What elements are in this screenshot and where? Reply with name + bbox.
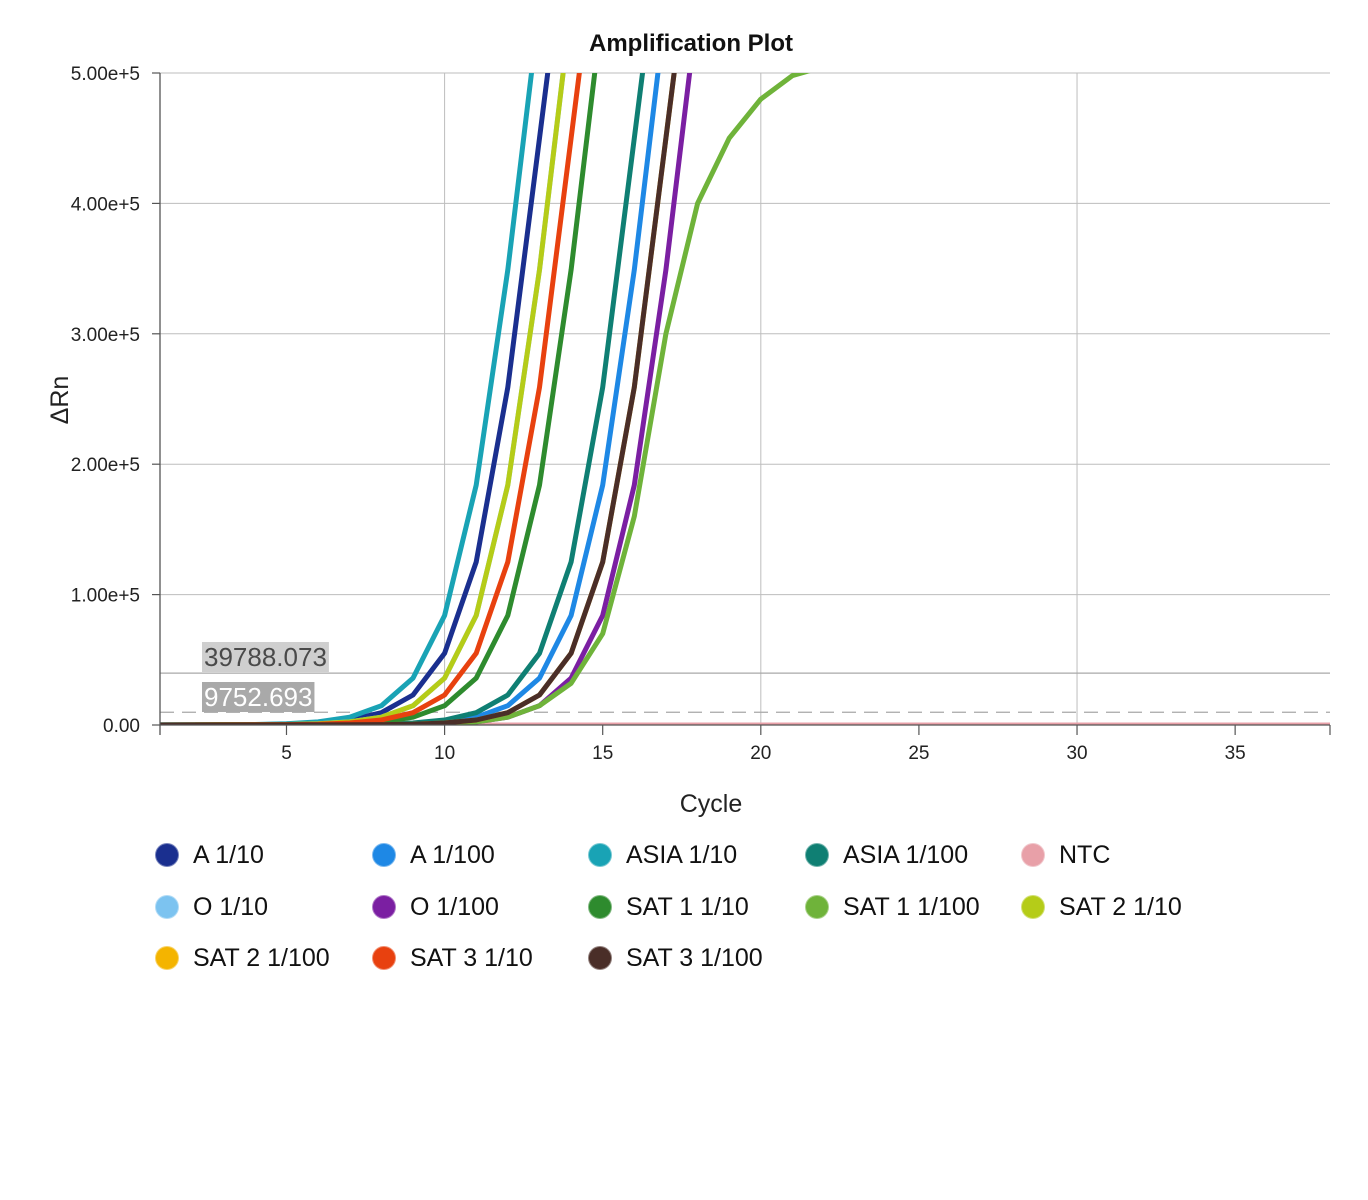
- series-line-sat-1-1-100: [160, 73, 811, 725]
- legend-label: SAT 2 1/100: [193, 943, 330, 972]
- legend-swatch-icon: [372, 946, 396, 970]
- x-tick-label: 5: [281, 743, 292, 764]
- legend-item[interactable]: SAT 2 1/10: [1021, 892, 1182, 922]
- x-tick-label: 20: [750, 743, 771, 764]
- legend-swatch-icon: [805, 843, 829, 867]
- y-tick-label: 3.00e+5: [71, 325, 140, 346]
- series-line-sat-3-1-10: [160, 73, 582, 725]
- legend-swatch-icon: [372, 895, 396, 919]
- y-tick-label: 5.00e+5: [71, 64, 140, 85]
- legend-swatch-icon: [155, 843, 179, 867]
- chart-title: Amplification Plot: [589, 30, 793, 57]
- legend-label: ASIA 1/100: [843, 840, 969, 869]
- x-tick-label: 35: [1225, 743, 1246, 764]
- series-line-o-1-100: [160, 73, 693, 725]
- legend-swatch-icon: [1021, 843, 1045, 867]
- legend-swatch-icon: [805, 895, 829, 919]
- x-tick-label: 30: [1066, 743, 1087, 764]
- legend-swatch-icon: [372, 843, 396, 867]
- legend-label: O 1/100: [410, 892, 499, 921]
- legend-item[interactable]: A 1/100: [372, 840, 495, 870]
- y-axis-label: ΔRn: [46, 376, 74, 425]
- y-tick-label: 2.00e+5: [71, 455, 140, 476]
- legend-swatch-icon: [1021, 895, 1045, 919]
- legend-swatch-icon: [588, 946, 612, 970]
- legend-label: SAT 1 1/100: [843, 892, 980, 921]
- series-line-sat-1-1-10: [160, 73, 598, 725]
- legend-swatch-icon: [588, 843, 612, 867]
- y-tick-label: 1.00e+5: [71, 586, 140, 607]
- legend-label: SAT 1 1/10: [626, 892, 749, 921]
- x-tick-label: 10: [434, 743, 455, 764]
- legend-swatch-icon: [155, 895, 179, 919]
- y-tick-label: 4.00e+5: [71, 194, 140, 215]
- y-tick-label: 0.00: [103, 716, 140, 737]
- threshold-label: 39788.073: [204, 642, 327, 672]
- x-axis-label: Cycle: [680, 790, 743, 818]
- x-tick-label: 15: [592, 743, 613, 764]
- legend-item[interactable]: SAT 1 1/10: [588, 892, 749, 922]
- legend-label: A 1/100: [410, 840, 495, 869]
- threshold-label-bg: [202, 642, 329, 672]
- legend-label: A 1/10: [193, 840, 264, 869]
- legend-label: NTC: [1059, 840, 1111, 869]
- legend-item[interactable]: SAT 3 1/100: [588, 943, 763, 973]
- legend-item[interactable]: NTC: [1021, 840, 1110, 870]
- legend-item[interactable]: SAT 1 1/100: [805, 892, 980, 922]
- legend-label: O 1/10: [193, 892, 269, 921]
- series-line-sat-3-1-100: [160, 73, 677, 725]
- legend-item[interactable]: ASIA 1/100: [805, 840, 968, 870]
- legend-item[interactable]: O 1/10: [155, 892, 268, 922]
- legend-item[interactable]: SAT 2 1/100: [155, 943, 330, 973]
- legend-item[interactable]: O 1/100: [372, 892, 499, 922]
- threshold-label: 9752.693: [204, 682, 312, 712]
- threshold-label-bg: [202, 682, 315, 712]
- legend-label: SAT 2 1/10: [1059, 892, 1182, 921]
- series-line-sat-2-1-100: [160, 73, 677, 725]
- legend-item[interactable]: A 1/10: [155, 840, 264, 870]
- legend-swatch-icon: [588, 895, 612, 919]
- legend-item[interactable]: SAT 3 1/10: [372, 943, 533, 973]
- legend-item[interactable]: ASIA 1/10: [588, 840, 737, 870]
- x-tick-label: 25: [908, 743, 929, 764]
- legend-swatch-icon: [155, 946, 179, 970]
- series-line-asia-1-10: [160, 73, 535, 725]
- legend-label: SAT 3 1/100: [626, 943, 763, 972]
- legend-label: ASIA 1/10: [626, 840, 738, 869]
- legend-label: SAT 3 1/10: [410, 943, 533, 972]
